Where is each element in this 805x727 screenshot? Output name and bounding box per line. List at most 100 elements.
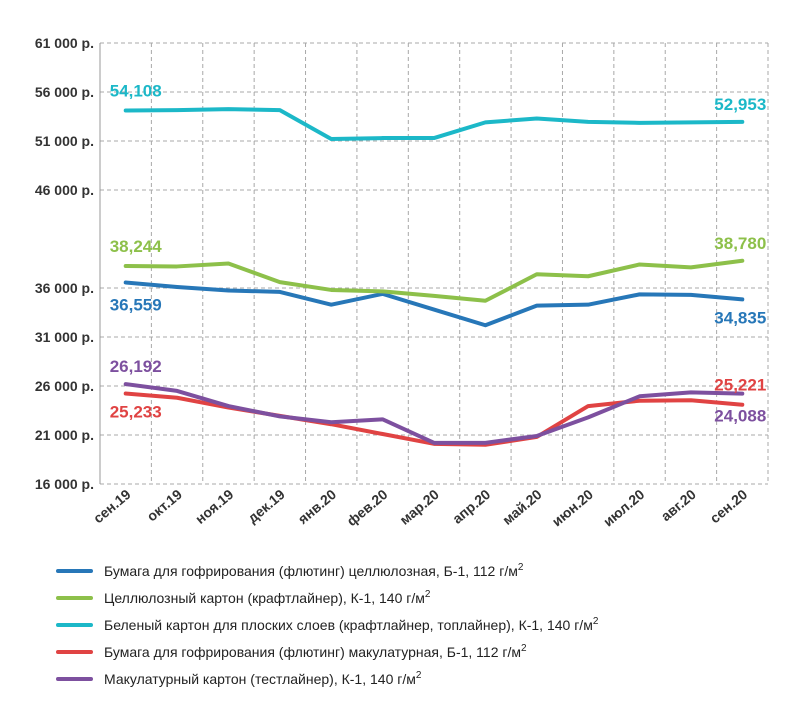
data-point bbox=[689, 120, 693, 124]
grid bbox=[99, 42, 769, 485]
data-point bbox=[329, 303, 333, 307]
end-data-label: 25,221 bbox=[714, 376, 766, 395]
data-point bbox=[740, 259, 744, 263]
y-tick-label: 56 000 р. bbox=[35, 84, 94, 100]
data-point bbox=[278, 108, 282, 112]
data-point bbox=[432, 136, 436, 140]
data-labels: 36,559 34,835 38,244 38,780 54,108 52,953 25,2… bbox=[110, 82, 767, 426]
legend: Бумага для гофрирования (флютинг) целлюл… bbox=[56, 562, 599, 687]
data-point bbox=[278, 414, 282, 418]
data-point bbox=[381, 432, 385, 436]
x-tick-label: ноя.19 bbox=[192, 486, 237, 527]
data-point bbox=[586, 415, 590, 419]
legend-entry: Макулатурный картон (тестлайнер), К-1, 1… bbox=[104, 670, 422, 687]
end-data-label: 34,835 bbox=[714, 308, 766, 327]
data-point bbox=[740, 392, 744, 396]
data-point bbox=[381, 136, 385, 140]
y-axis-ticks: 16 000 р. 21 000 р. 26 000 р. 31 000 р. 36 0… bbox=[35, 35, 94, 492]
x-tick-label: май.20 bbox=[499, 486, 545, 528]
data-point bbox=[483, 120, 487, 124]
data-point bbox=[175, 108, 179, 112]
data-point bbox=[278, 290, 282, 294]
data-point bbox=[740, 297, 744, 301]
data-point bbox=[124, 109, 128, 113]
data-point bbox=[226, 262, 230, 265]
data-point bbox=[432, 294, 436, 298]
end-data-label: 38,780 bbox=[714, 234, 766, 253]
data-point bbox=[638, 121, 642, 125]
series-line-5 bbox=[123, 382, 745, 445]
x-tick-label: дек.19 bbox=[244, 486, 287, 526]
end-data-label: 52,953 bbox=[714, 95, 766, 114]
y-tick-label: 61 000 р. bbox=[35, 35, 94, 51]
legend-superscript: 2 bbox=[416, 670, 422, 681]
legend-entry: Бумага для гофрирования (флютинг) макула… bbox=[104, 643, 527, 660]
data-point bbox=[483, 299, 487, 303]
x-tick-label: мар.20 bbox=[396, 486, 442, 528]
data-point bbox=[535, 272, 539, 276]
x-tick-label: июн.20 bbox=[549, 486, 597, 530]
x-tick-label: фев.20 bbox=[344, 486, 391, 529]
y-tick-label: 21 000 р. bbox=[35, 427, 94, 443]
x-tick-label: сен.19 bbox=[90, 486, 134, 526]
x-tick-label: сен.20 bbox=[707, 486, 751, 526]
data-point bbox=[175, 264, 179, 268]
data-point bbox=[329, 288, 333, 292]
y-tick-label: 26 000 р. bbox=[35, 378, 94, 394]
data-point bbox=[226, 107, 230, 111]
series-lines bbox=[123, 107, 745, 447]
data-point bbox=[638, 292, 642, 296]
y-tick-label: 51 000 р. bbox=[35, 133, 94, 149]
legend-entry: Беленый картон для плоских слоев (крафтл… bbox=[104, 616, 599, 633]
legend-superscript: 2 bbox=[425, 589, 431, 600]
data-point bbox=[689, 293, 693, 297]
legend-superscript: 2 bbox=[518, 562, 524, 573]
data-point bbox=[689, 398, 693, 402]
y-tick-label: 36 000 р. bbox=[35, 280, 94, 296]
start-data-label: 38,244 bbox=[110, 237, 163, 256]
x-axis-ticks: сен.19 окт.19 ноя.19 дек.19 янв.20 фев.20 мар.… bbox=[90, 486, 750, 530]
x-tick-label: янв.20 bbox=[295, 486, 340, 527]
data-point bbox=[432, 441, 436, 445]
data-point bbox=[175, 389, 179, 393]
start-data-label: 54,108 bbox=[110, 82, 162, 101]
data-point bbox=[175, 396, 179, 400]
data-point bbox=[432, 308, 436, 312]
data-point bbox=[175, 285, 179, 289]
legend-entry: Бумага для гофрирования (флютинг) целлюл… bbox=[104, 562, 524, 579]
series-line-1 bbox=[123, 280, 745, 328]
data-point bbox=[124, 264, 128, 268]
data-point bbox=[381, 289, 385, 293]
x-tick-label: авг.20 bbox=[658, 486, 699, 524]
x-tick-label: окт.19 bbox=[144, 486, 186, 525]
series-line-3 bbox=[123, 107, 745, 142]
data-point bbox=[689, 265, 693, 269]
data-point bbox=[124, 382, 128, 386]
start-data-label: 26,192 bbox=[110, 357, 162, 376]
legend-superscript: 2 bbox=[593, 616, 599, 627]
data-point bbox=[483, 323, 487, 327]
data-point bbox=[535, 304, 539, 308]
data-point bbox=[638, 262, 642, 266]
data-point bbox=[535, 116, 539, 120]
data-point bbox=[278, 280, 282, 284]
x-tick-label: июл.20 bbox=[600, 486, 648, 530]
data-point bbox=[638, 399, 642, 403]
data-point bbox=[124, 392, 128, 396]
data-point bbox=[535, 434, 539, 438]
legend-entry: Целлюлозный картон (крафтлайнер), К-1, 1… bbox=[104, 589, 431, 606]
data-point bbox=[586, 120, 590, 124]
data-point bbox=[586, 303, 590, 307]
data-point bbox=[329, 137, 333, 141]
legend-superscript: 2 bbox=[521, 643, 527, 654]
y-tick-label: 46 000 р. bbox=[35, 182, 94, 198]
data-point bbox=[586, 404, 590, 408]
end-data-label: 24,088 bbox=[714, 407, 766, 426]
start-data-label: 25,233 bbox=[110, 403, 162, 422]
data-point bbox=[740, 120, 744, 124]
data-point bbox=[689, 390, 693, 394]
data-point bbox=[226, 404, 230, 408]
y-tick-label: 16 000 р. bbox=[35, 476, 94, 492]
data-point bbox=[226, 288, 230, 292]
